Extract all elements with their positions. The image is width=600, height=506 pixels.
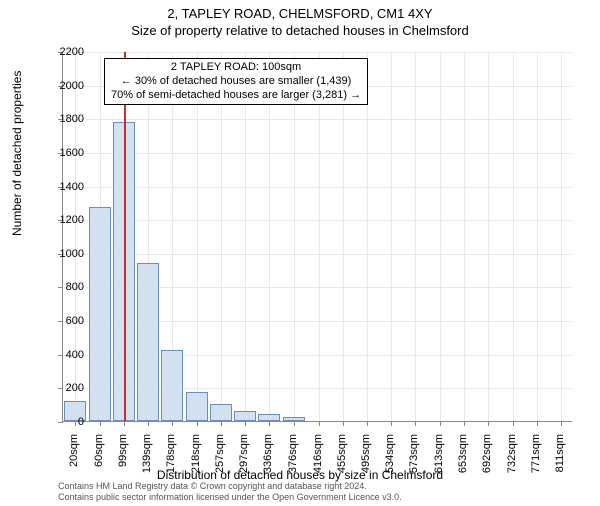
xtick-label: 376sqm (287, 434, 299, 484)
xtick-label: 257sqm (214, 434, 226, 484)
xtick-mark (488, 421, 489, 426)
ytick-label: 2200 (44, 46, 84, 58)
xtick-mark (343, 421, 344, 426)
xtick-mark (100, 421, 101, 426)
xtick-label: 771sqm (530, 434, 542, 484)
gridline-v (75, 52, 76, 421)
gridline-h (63, 119, 572, 120)
gridline-v (488, 52, 489, 421)
xtick-label: 495sqm (360, 434, 372, 484)
chart-area: 2 TAPLEY ROAD: 100sqm ← 30% of detached … (62, 52, 572, 422)
xtick-label: 653sqm (457, 434, 469, 484)
xtick-mark (294, 421, 295, 426)
ytick-label: 1800 (44, 113, 84, 125)
gridline-h (63, 187, 572, 188)
xtick-mark (148, 421, 149, 426)
gridline-v (197, 52, 198, 421)
xtick-mark (537, 421, 538, 426)
gridline-v (245, 52, 246, 421)
gridline-v (537, 52, 538, 421)
histogram-bar (258, 414, 280, 421)
attribution-line-1: Contains HM Land Registry data © Crown c… (58, 481, 402, 491)
xtick-mark (464, 421, 465, 426)
xtick-label: 692sqm (481, 434, 493, 484)
annotation-line-3: 70% of semi-detached houses are larger (… (111, 89, 361, 103)
ytick-label: 1400 (44, 181, 84, 193)
page-title-subtitle: Size of property relative to detached ho… (0, 23, 600, 38)
gridline-v (561, 52, 562, 421)
xtick-mark (245, 421, 246, 426)
xtick-label: 573sqm (408, 434, 420, 484)
xtick-mark (197, 421, 198, 426)
histogram-bar (89, 207, 111, 421)
ytick-label: 600 (44, 315, 84, 327)
xtick-label: 732sqm (506, 434, 518, 484)
gridline-v (221, 52, 222, 421)
xtick-mark (221, 421, 222, 426)
xtick-label: 416sqm (312, 434, 324, 484)
ytick-label: 1000 (44, 248, 84, 260)
histogram-plot (62, 52, 572, 422)
histogram-bar (186, 392, 208, 421)
xtick-label: 811sqm (554, 434, 566, 484)
xtick-label: 534sqm (384, 434, 396, 484)
gridline-v (440, 52, 441, 421)
gridline-v (464, 52, 465, 421)
histogram-bar (283, 417, 305, 421)
xtick-label: 218sqm (190, 434, 202, 484)
ytick-label: 2000 (44, 80, 84, 92)
xtick-label: 178sqm (165, 434, 177, 484)
xtick-label: 297sqm (238, 434, 250, 484)
gridline-v (269, 52, 270, 421)
histogram-bar (137, 263, 159, 421)
gridline-h (63, 52, 572, 53)
xtick-label: 99sqm (117, 434, 129, 484)
gridline-v (391, 52, 392, 421)
xtick-label: 613sqm (433, 434, 445, 484)
xtick-label: 455sqm (336, 434, 348, 484)
xtick-mark (367, 421, 368, 426)
annotation-line-2: ← 30% of detached houses are smaller (1,… (111, 75, 361, 89)
xtick-mark (440, 421, 441, 426)
xtick-mark (561, 421, 562, 426)
xtick-mark (172, 421, 173, 426)
xtick-mark (513, 421, 514, 426)
xtick-label: 336sqm (262, 434, 274, 484)
histogram-bar (234, 411, 256, 421)
ytick-label: 200 (44, 382, 84, 394)
gridline-v (319, 52, 320, 421)
histogram-bar (210, 404, 232, 421)
gridline-v (513, 52, 514, 421)
gridline-v (343, 52, 344, 421)
xtick-label: 20sqm (68, 434, 80, 484)
gridline-h (63, 254, 572, 255)
ytick-label: 1200 (44, 214, 84, 226)
gridline-v (367, 52, 368, 421)
attribution-line-2: Contains public sector information licen… (58, 492, 402, 502)
xtick-label: 60sqm (93, 434, 105, 484)
xtick-mark (391, 421, 392, 426)
gridline-v (415, 52, 416, 421)
xtick-label: 139sqm (141, 434, 153, 484)
xtick-mark (269, 421, 270, 426)
gridline-h (63, 153, 572, 154)
gridline-h (63, 220, 572, 221)
xtick-mark (319, 421, 320, 426)
page-title-address: 2, TAPLEY ROAD, CHELMSFORD, CM1 4XY (0, 6, 600, 21)
histogram-bar (161, 350, 183, 421)
ytick-label: 0 (44, 416, 84, 428)
y-axis-label: Number of detached properties (10, 71, 24, 236)
annotation-line-1: 2 TAPLEY ROAD: 100sqm (111, 61, 361, 75)
xtick-mark (124, 421, 125, 426)
ytick-label: 1600 (44, 147, 84, 159)
ytick-label: 400 (44, 349, 84, 361)
property-marker-line (124, 52, 126, 421)
gridline-v (294, 52, 295, 421)
annotation-box: 2 TAPLEY ROAD: 100sqm ← 30% of detached … (104, 58, 368, 105)
attribution-text: Contains HM Land Registry data © Crown c… (58, 481, 402, 502)
ytick-label: 800 (44, 281, 84, 293)
xtick-mark (415, 421, 416, 426)
